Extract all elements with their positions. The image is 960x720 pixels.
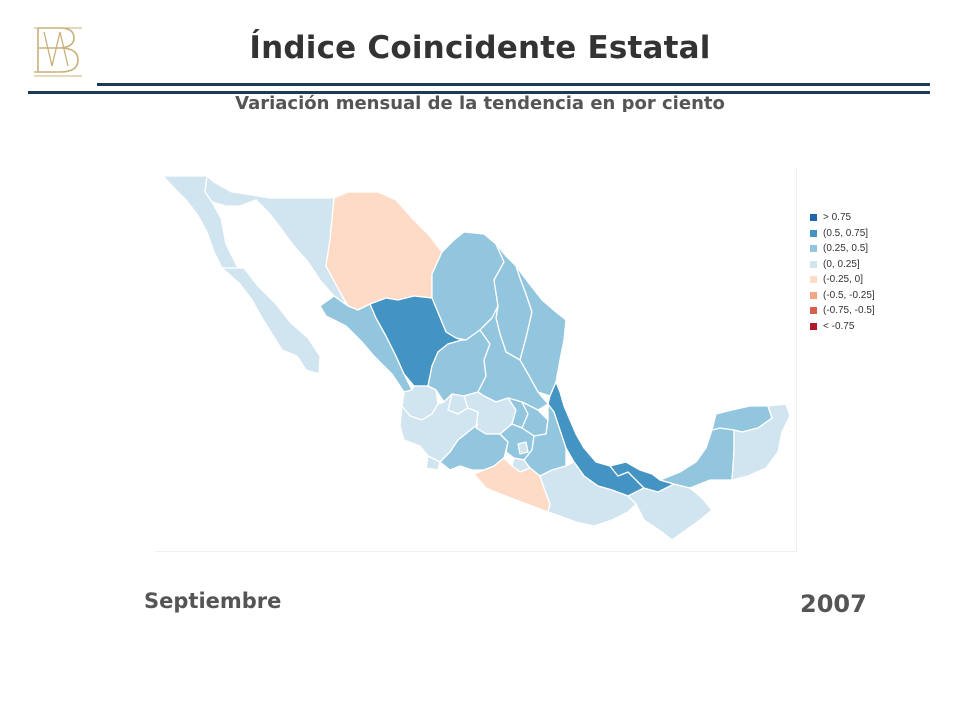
state-colima[interactable]: [425, 455, 441, 471]
state-campeche[interactable]: [659, 427, 735, 489]
period-month: Septiembre: [144, 589, 282, 613]
state-sonora[interactable]: [204, 175, 351, 313]
legend-label: (0.25, 0.5]: [823, 243, 869, 255]
legend-item: (0.5, 0.75]: [810, 226, 875, 242]
map-legend: > 0.75 (0.5, 0.75] (0.25, 0.5] (0, 0.25] (-0…: [810, 210, 875, 334]
legend-swatch: [810, 245, 817, 253]
legend-label: (0, 0.25]: [823, 258, 860, 270]
choropleth-map: [155, 168, 797, 552]
legend-swatch: [810, 291, 817, 299]
state-chiapas[interactable]: [627, 483, 713, 541]
legend-label: > 0.75: [823, 212, 852, 224]
bm-monogram-logo: [34, 27, 82, 77]
legend-item: (0.25, 0.5]: [810, 241, 875, 257]
state-quintana-roo[interactable]: [731, 403, 791, 481]
header-divider-top: [97, 83, 930, 86]
header-divider-bottom: [28, 91, 930, 94]
legend-label: (-0.75, -0.5]: [823, 305, 875, 317]
state-chihuahua[interactable]: [325, 191, 443, 311]
legend-label: < -0.75: [823, 320, 855, 332]
legend-item: (-0.25, 0]: [810, 272, 875, 288]
page-subtitle: Variación mensual de la tendencia en por…: [235, 93, 725, 112]
mexico-states-map: [155, 168, 797, 552]
state-san-luis-potosi[interactable]: [477, 305, 549, 411]
legend-swatch: [810, 322, 817, 330]
legend-label: (-0.5, -0.25]: [823, 289, 875, 301]
legend-swatch: [810, 260, 817, 268]
state-baja-california-sur[interactable]: [221, 267, 321, 375]
period-year: 2007: [800, 590, 867, 618]
legend-item: (-0.75, -0.5]: [810, 303, 875, 319]
page-title: Índice Coincidente Estatal: [249, 30, 711, 66]
state-oaxaca[interactable]: [539, 461, 637, 527]
legend-label: (0.5, 0.75]: [823, 227, 869, 239]
state-ciudad-de-mexico[interactable]: [517, 441, 529, 455]
legend-item: (-0.5, -0.25]: [810, 288, 875, 304]
legend-item: (0, 0.25]: [810, 257, 875, 273]
legend-swatch: [810, 229, 817, 237]
legend-item: > 0.75: [810, 210, 875, 226]
legend-swatch: [810, 276, 817, 284]
legend-item: < -0.75: [810, 319, 875, 335]
legend-swatch: [810, 214, 817, 222]
legend-label: (-0.25, 0]: [823, 274, 864, 286]
state-tabasco[interactable]: [609, 461, 675, 493]
legend-swatch: [810, 307, 817, 315]
